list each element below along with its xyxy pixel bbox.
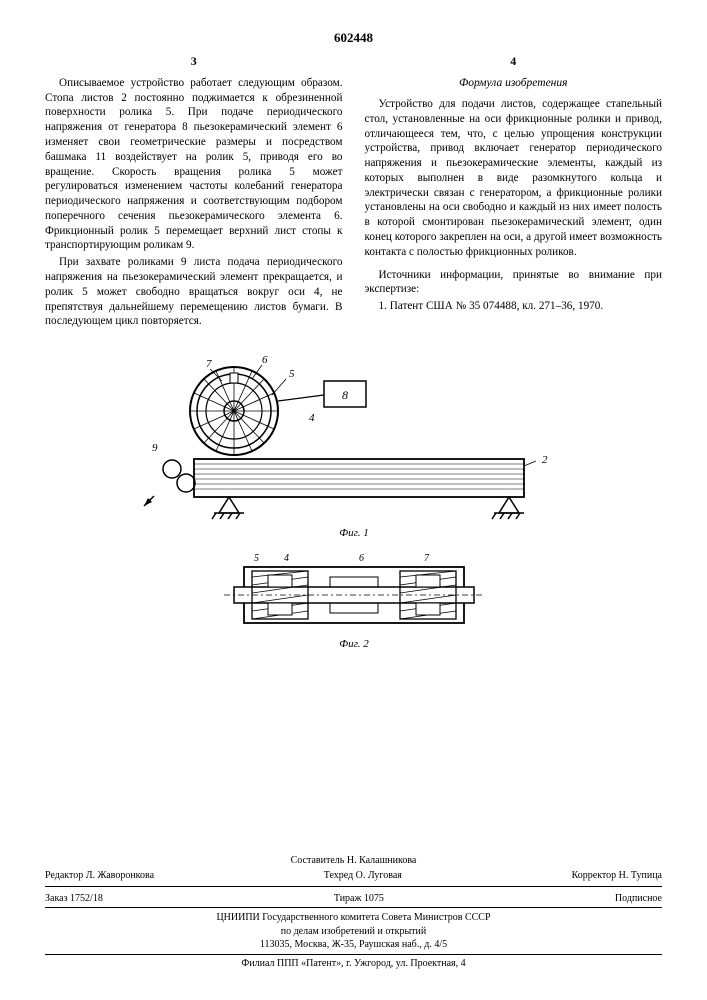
svg-text:5: 5 (254, 553, 259, 564)
figure-1: 8 7 (134, 351, 574, 541)
svg-text:6: 6 (262, 354, 268, 366)
svg-text:9: 9 (152, 442, 158, 454)
svg-text:2: 2 (542, 454, 548, 466)
svg-text:4: 4 (284, 553, 289, 564)
left-para-2: При захвате роликами 9 листа подача пери… (45, 255, 343, 329)
svg-text:5: 5 (289, 368, 295, 380)
footer-compiler: Составитель Н. Калашникова (45, 854, 662, 868)
footer-order: Заказ 1752/18 (45, 892, 103, 906)
figure-2: 5 4 6 7 Фиг. 2 (224, 547, 484, 657)
footer-corrector: Корректор Н. Тупица (572, 869, 662, 883)
sources-text: 1. Патент США № 35 074488, кл. 271–36, 1… (365, 299, 663, 314)
footer-org2: по делам изобретений и открытий (45, 925, 662, 939)
right-para-1: Устройство для подачи листов, содержащее… (365, 97, 663, 260)
left-col-number: 3 (45, 54, 343, 70)
svg-text:7: 7 (206, 358, 212, 370)
svg-text:8: 8 (342, 388, 348, 402)
text-columns: 3 Описываемое устройство работает следую… (45, 54, 662, 331)
footer-org1: ЦНИИПИ Государственного комитета Совета … (45, 911, 662, 925)
footer-subscription: Подписное (615, 892, 662, 906)
svg-text:4: 4 (309, 412, 315, 424)
figure-area: 8 7 (45, 351, 662, 657)
right-column: 4 Формула изобретения Устройство для под… (365, 54, 663, 331)
footer-tirage: Тираж 1075 (334, 892, 384, 906)
formula-title: Формула изобретения (365, 76, 663, 91)
svg-text:Фиг. 2: Фиг. 2 (339, 638, 369, 650)
svg-text:7: 7 (424, 553, 430, 564)
right-col-number: 4 (365, 54, 663, 70)
footer-editor: Редактор Л. Жаворонкова (45, 869, 154, 883)
footer-techred: Техред О. Луговая (324, 869, 402, 883)
footer: Составитель Н. Калашникова Редактор Л. Ж… (45, 854, 662, 971)
left-para-1: Описываемое устройство работает следующи… (45, 76, 343, 253)
left-column: 3 Описываемое устройство работает следую… (45, 54, 343, 331)
footer-addr1: 113035, Москва, Ж-35, Раушская наб., д. … (45, 938, 662, 952)
svg-text:Фиг. 1: Фиг. 1 (339, 527, 369, 539)
footer-addr2: Филиал ППП «Патент», г. Ужгород, ул. Про… (45, 954, 662, 971)
svg-text:6: 6 (359, 553, 364, 564)
sources-title: Источники информации, принятые во вниман… (365, 268, 663, 298)
patent-number: 602448 (45, 30, 662, 46)
